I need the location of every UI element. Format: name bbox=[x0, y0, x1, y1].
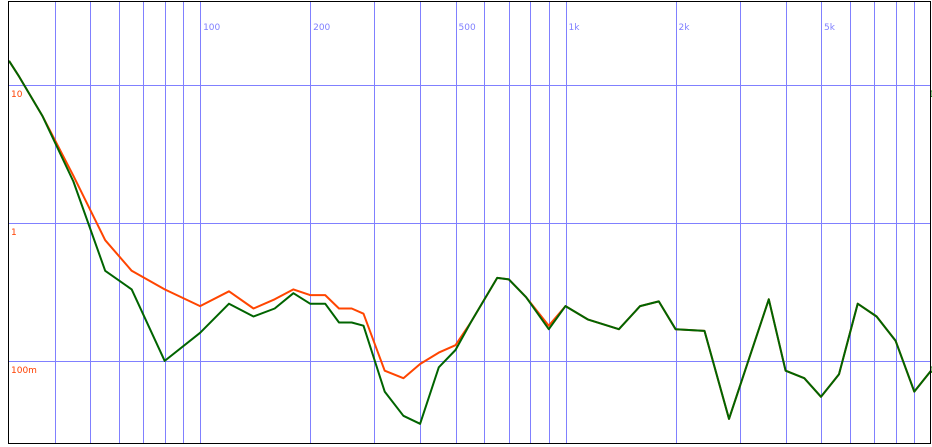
series-layer bbox=[8, 60, 932, 425]
x-tick-label: 2k bbox=[679, 23, 691, 33]
x-tick-label: 200 bbox=[313, 23, 330, 33]
x-tick-label: 100 bbox=[203, 23, 220, 33]
grid bbox=[9, 2, 931, 444]
x-tick-label: 5k bbox=[824, 23, 836, 33]
y-tick-label-left: 1 bbox=[11, 228, 17, 238]
y-tick-label-left: 100m bbox=[11, 366, 37, 376]
series-line-green bbox=[8, 60, 932, 425]
chart-frame bbox=[8, 1, 931, 444]
y-tick-label-left: 10 bbox=[11, 90, 23, 100]
x-tick-label: 500 bbox=[459, 23, 476, 33]
x-tick-label: 1k bbox=[569, 23, 581, 33]
